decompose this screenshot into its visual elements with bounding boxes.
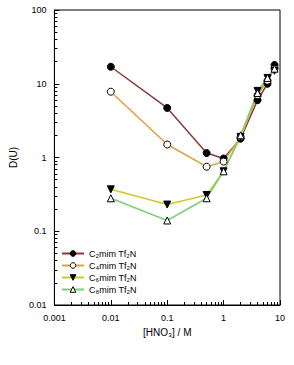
- svg-text:C₄mim Tf₂N: C₄mim Tf₂N: [89, 261, 137, 271]
- svg-text:0.001: 0.001: [43, 313, 66, 323]
- svg-text:[HNO₃] / M: [HNO₃] / M: [143, 327, 192, 338]
- svg-text:10: 10: [36, 79, 46, 89]
- svg-text:0.1: 0.1: [34, 226, 47, 236]
- svg-text:0.01: 0.01: [29, 300, 47, 310]
- svg-text:10: 10: [275, 313, 285, 323]
- svg-text:1: 1: [41, 153, 46, 163]
- svg-text:1: 1: [221, 313, 226, 323]
- svg-text:0.01: 0.01: [102, 313, 120, 323]
- svg-text:C₆mim Tf₂N: C₆mim Tf₂N: [89, 273, 136, 283]
- svg-text:D(U): D(U): [8, 147, 19, 168]
- svg-text:C₈mim Tf₂N: C₈mim Tf₂N: [89, 285, 137, 295]
- svg-text:100: 100: [31, 5, 46, 15]
- svg-text:0.1: 0.1: [161, 313, 174, 323]
- svg-text:C₂mim Tf₂N: C₂mim Tf₂N: [89, 249, 136, 259]
